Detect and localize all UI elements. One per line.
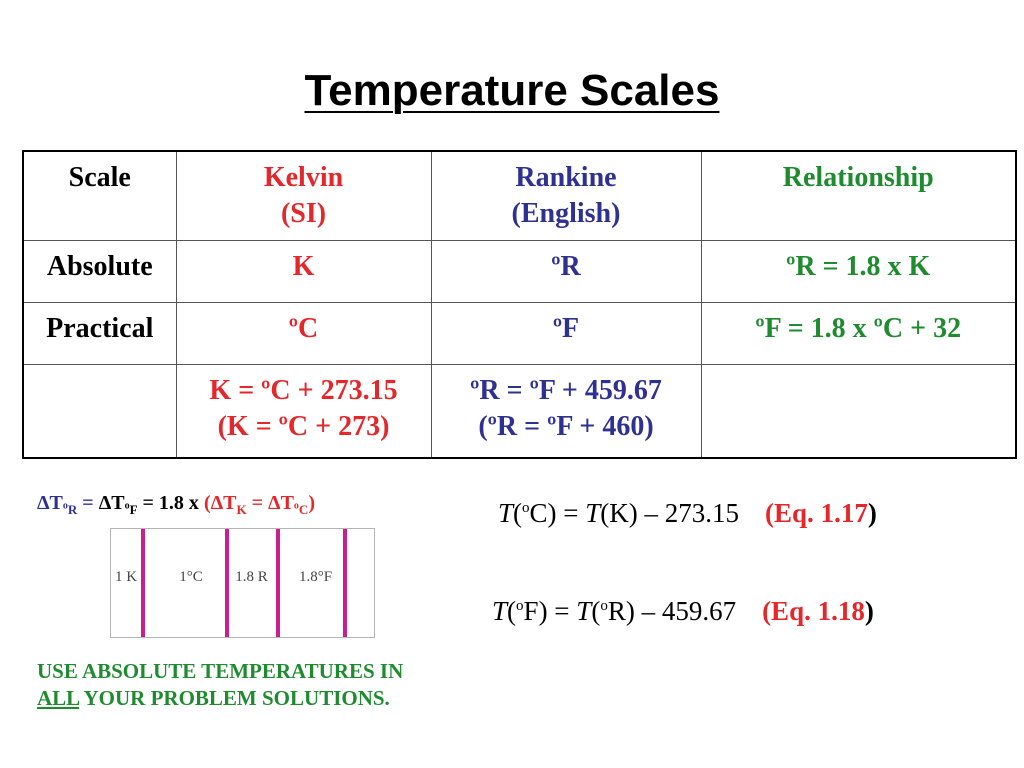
row-label-conversion xyxy=(22,364,177,459)
practical-kelvin-unit: ºC xyxy=(175,302,432,365)
header-rankine: Rankine (English) xyxy=(430,150,702,241)
interval-divider-2 xyxy=(225,529,229,637)
header-kelvin-system: (SI) xyxy=(280,198,327,229)
interval-label-fahrenheit: 1.8°F xyxy=(298,569,333,585)
practical-relationship: ºF = 1.8 x ºC + 32 xyxy=(700,302,1017,365)
header-kelvin-name: Kelvin xyxy=(263,162,344,193)
interval-label-celsius: 1°C xyxy=(179,569,203,585)
absolute-relationship: ºR = 1.8 x K xyxy=(700,240,1017,303)
conversion-relationship xyxy=(700,364,1017,459)
page-title: Temperature Scales xyxy=(304,66,720,115)
practical-rankine-unit: ºF xyxy=(430,302,702,365)
note-line-2: YOUR PROBLEM SOLUTIONS. xyxy=(79,686,390,710)
kelvin-conversion-exact: K = ºC + 273.15 xyxy=(209,375,398,406)
header-relationship: Relationship xyxy=(700,150,1017,241)
interval-divider-4 xyxy=(343,529,347,637)
header-rankine-system: (English) xyxy=(511,198,621,229)
interval-divider-1 xyxy=(141,529,145,637)
header-kelvin: Kelvin (SI) xyxy=(175,150,432,241)
header-scale: Scale xyxy=(22,150,177,241)
kelvin-conversion: K = ºC + 273.15 (K = ºC + 273) xyxy=(175,364,432,459)
header-rankine-name: Rankine xyxy=(515,162,617,193)
kelvin-conversion-approx: (K = ºC + 273) xyxy=(217,411,390,442)
table-row-absolute: Absolute K ºR ºR = 1.8 x K xyxy=(22,240,1017,303)
temperature-scales-table: Scale Kelvin (SI) Rankine (English) Rela… xyxy=(22,150,1017,459)
delta-factor: = 1.8 x xyxy=(137,492,204,514)
delta-kelvin-celsius: (ΔTK = ΔToC) xyxy=(203,492,315,517)
rankine-conversion-approx: (ºR = ºF + 460) xyxy=(478,411,654,442)
delta-rankine: ΔToR xyxy=(37,492,78,517)
note-emphasis-all: ALL xyxy=(37,686,80,710)
equation-1-18: T(oF) = T(oR) – 459.67 (Eq. 1.18) xyxy=(492,596,874,626)
table-row-practical: Practical ºC ºF ºF = 1.8 x ºC + 32 xyxy=(22,302,1017,365)
rankine-conversion-exact: ºR = ºF + 459.67 xyxy=(470,375,662,406)
note-line-1: USE ABSOLUTE TEMPERATURES IN xyxy=(37,659,404,683)
delta-equals: = xyxy=(77,492,99,514)
rankine-conversion: ºR = ºF + 459.67 (ºR = ºF + 460) xyxy=(430,364,702,459)
interval-label-kelvin: 1 K xyxy=(114,569,138,585)
absolute-rankine-unit: ºR xyxy=(430,240,702,303)
row-label-practical: Practical xyxy=(22,302,177,365)
absolute-temperature-note: USE ABSOLUTE TEMPERATURES IN ALL YOUR PR… xyxy=(37,658,517,712)
interval-divider-3 xyxy=(276,529,280,637)
equation-1-17: T(oC) = T(K) – 273.15 (Eq. 1.17) xyxy=(498,498,877,528)
table-row-header: Scale Kelvin (SI) Rankine (English) Rela… xyxy=(22,150,1017,241)
delta-temperature-relation: ΔToR = ΔToF = 1.8 x (ΔTK = ΔToC) xyxy=(37,492,315,518)
interval-label-rankine: 1.8 R xyxy=(235,569,268,585)
delta-fahrenheit: ΔToF xyxy=(98,492,138,517)
table-row-conversion: K = ºC + 273.15 (K = ºC + 273) ºR = ºF +… xyxy=(22,364,1017,459)
equation-1-17-ref: (Eq. 1.17 xyxy=(765,498,868,528)
equation-1-18-ref: (Eq. 1.18 xyxy=(762,596,865,626)
row-label-absolute: Absolute xyxy=(22,240,177,303)
interval-comparison-strip: 1 K 1°C 1.8 R 1.8°F xyxy=(110,528,375,638)
absolute-kelvin-unit: K xyxy=(175,240,432,303)
